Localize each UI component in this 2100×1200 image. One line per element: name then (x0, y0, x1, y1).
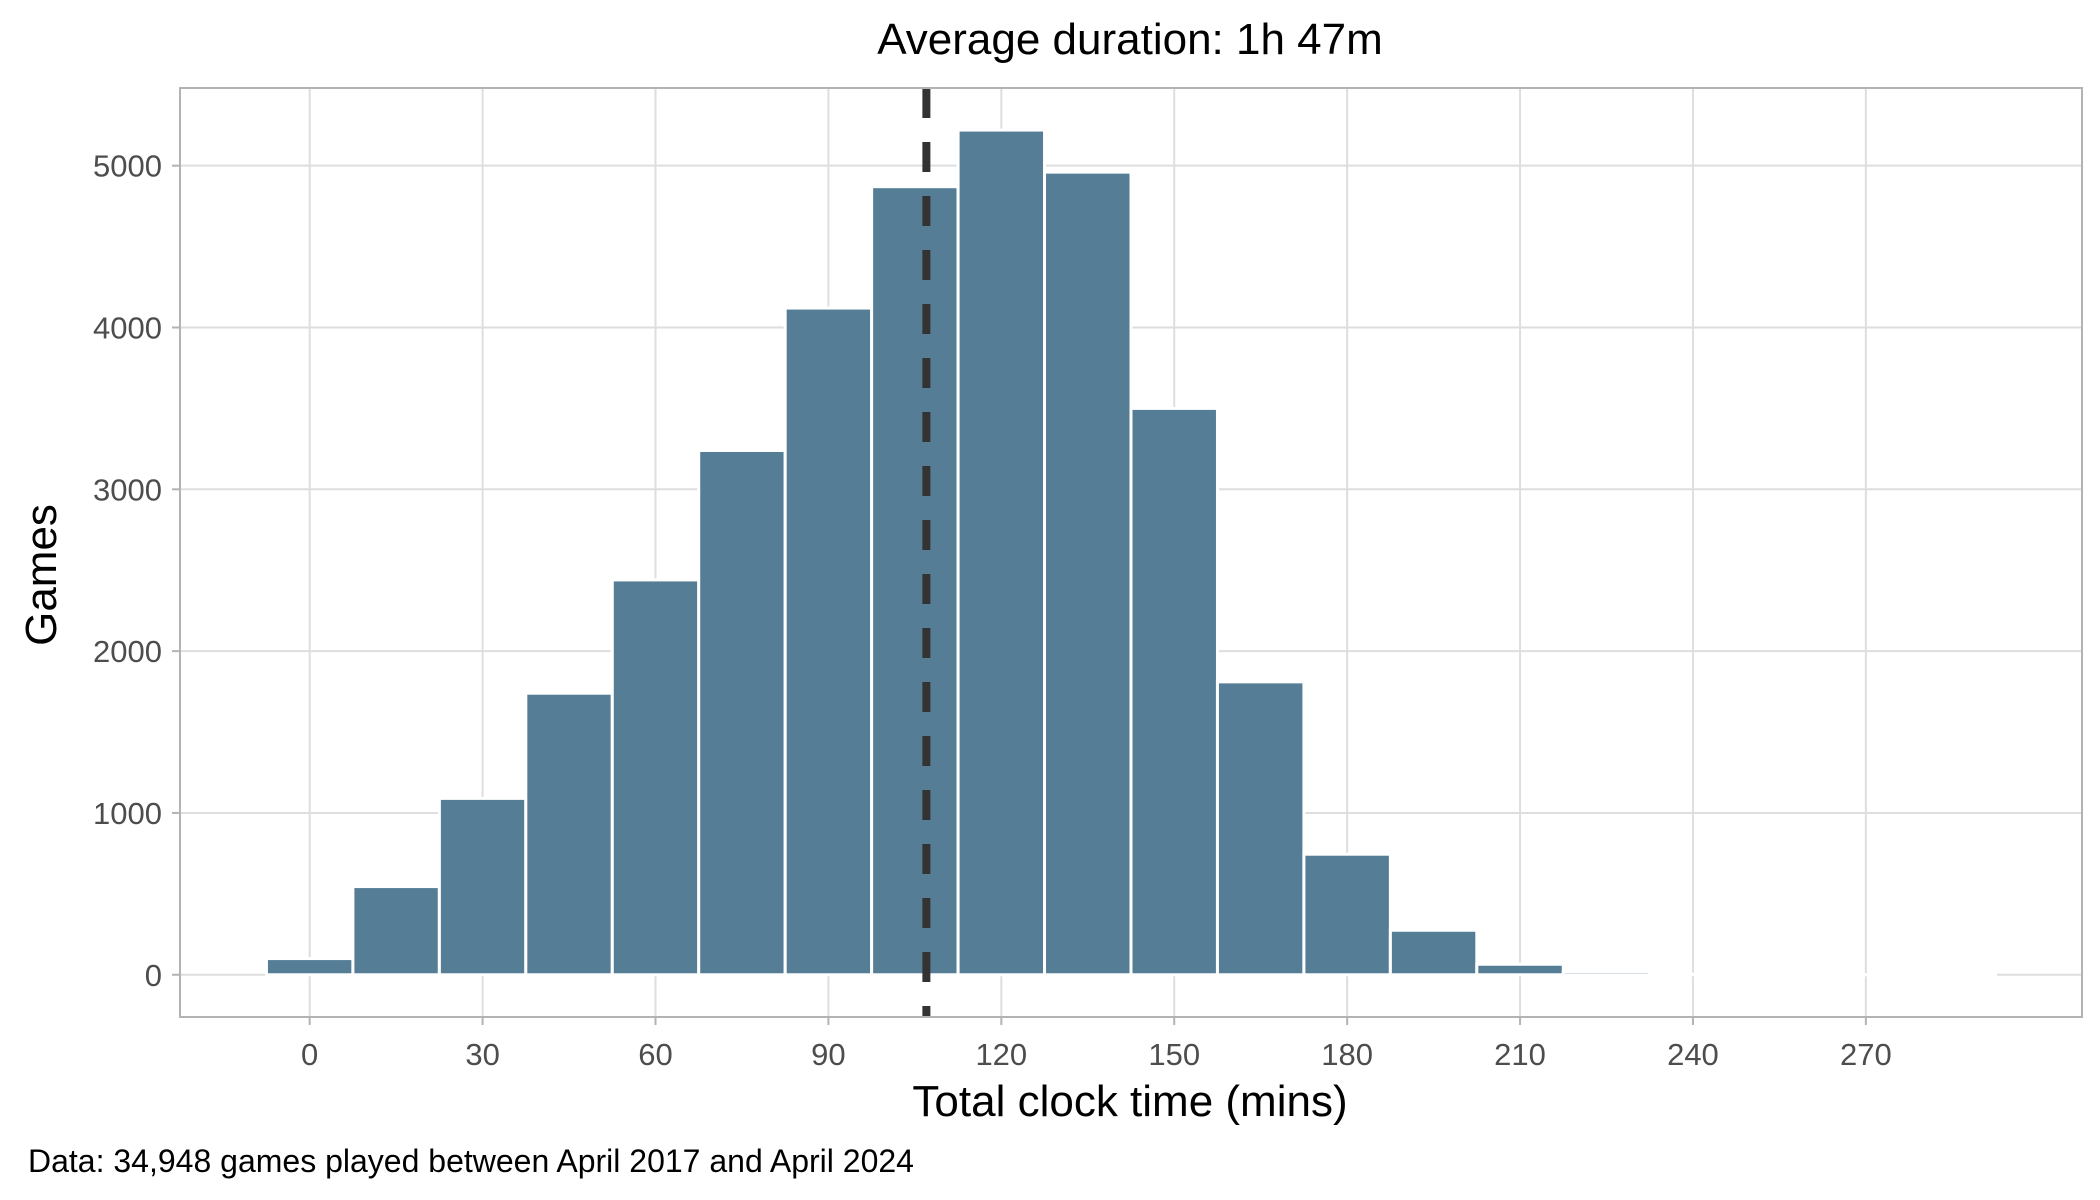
y-axis-title: Games (17, 504, 66, 646)
x-tick-label-30: 30 (465, 1037, 499, 1072)
x-tick-label-150: 150 (1148, 1037, 1200, 1072)
y-tick-label-5000: 5000 (93, 149, 162, 184)
y-tick-label-2000: 2000 (93, 634, 162, 669)
histogram-bar-9 (1043, 170, 1133, 977)
x-tick-label-90: 90 (811, 1037, 845, 1072)
histogram-bar-12 (1302, 852, 1392, 977)
y-tick-label-0: 0 (145, 958, 162, 993)
x-tick-label-120: 120 (975, 1037, 1027, 1072)
histogram-bar-11 (1215, 680, 1306, 977)
y-tick-label-1000: 1000 (93, 796, 162, 831)
y-tick-label-4000: 4000 (93, 310, 162, 345)
histogram-bar-4 (610, 578, 701, 977)
histogram-bar-5 (697, 448, 787, 977)
x-axis-title: Total clock time (mins) (912, 1077, 1347, 1126)
histogram-bar-10 (1129, 406, 1219, 977)
histogram-bar-14 (1475, 962, 1565, 977)
x-tick-label-270: 270 (1840, 1037, 1892, 1072)
histogram-bar-2 (437, 796, 528, 977)
histogram-bar-13 (1388, 928, 1479, 977)
y-axis-ticks: 0 1000 2000 3000 4000 5000 (93, 149, 180, 993)
histogram-bar-15 (1561, 970, 1652, 977)
histogram-bars (264, 128, 1998, 977)
histogram-bar-0 (264, 957, 355, 977)
histogram-bar-7 (870, 185, 960, 977)
x-tick-label-210: 210 (1494, 1037, 1546, 1072)
panel-border (179, 87, 2083, 1018)
histogram-bar-8 (956, 128, 1047, 977)
x-tick-label-240: 240 (1667, 1037, 1719, 1072)
chart-title: Average duration: 1h 47m (877, 15, 1383, 64)
histogram-bar-1 (351, 885, 441, 977)
histogram-bar-3 (524, 691, 614, 977)
x-axis-ticks: 0 30 60 90 120 150 180 210 240 270 (301, 1017, 1892, 1072)
x-tick-label-60: 60 (638, 1037, 672, 1072)
x-tick-label-0: 0 (301, 1037, 318, 1072)
x-tick-label-180: 180 (1321, 1037, 1373, 1072)
histogram-bar-6 (783, 306, 874, 977)
y-tick-label-3000: 3000 (93, 472, 162, 507)
histogram-bar-16 (1648, 972, 1738, 977)
data-source-caption: Data: 34,948 games played between April … (28, 1143, 914, 1179)
